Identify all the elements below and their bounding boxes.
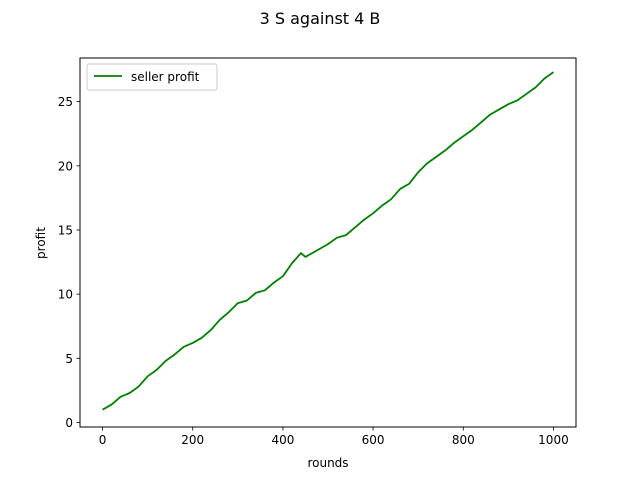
x-tick-label: 1000: [538, 433, 569, 447]
legend-box: [86, 63, 218, 91]
y-tick-label: 0: [65, 416, 73, 430]
y-tick-label: 25: [58, 95, 73, 109]
series-line-seller-profit: [102, 71, 554, 411]
y-tick-label: 20: [58, 159, 73, 173]
y-tick-label: 5: [65, 352, 73, 366]
x-axis-ticks: 0 200 400 600 800 1000: [99, 427, 569, 447]
series-layer: [102, 71, 554, 411]
y-axis-ticks: 0 5 10 15 20 25: [58, 95, 80, 430]
y-tick-label: 10: [58, 288, 73, 302]
y-axis-label: profit: [34, 227, 48, 259]
x-axis-label: rounds: [307, 456, 348, 470]
plot-frame: [79, 57, 577, 428]
x-tick-label: 400: [271, 433, 294, 447]
x-tick-label: 0: [99, 433, 107, 447]
chart-title: 3 S against 4 B: [260, 9, 381, 28]
x-tick-label: 200: [181, 433, 204, 447]
x-tick-label: 800: [452, 433, 475, 447]
legend: seller profit: [86, 63, 218, 91]
y-tick-label: 15: [58, 223, 73, 237]
legend-label: seller profit: [131, 70, 200, 84]
x-tick-label: 600: [362, 433, 385, 447]
